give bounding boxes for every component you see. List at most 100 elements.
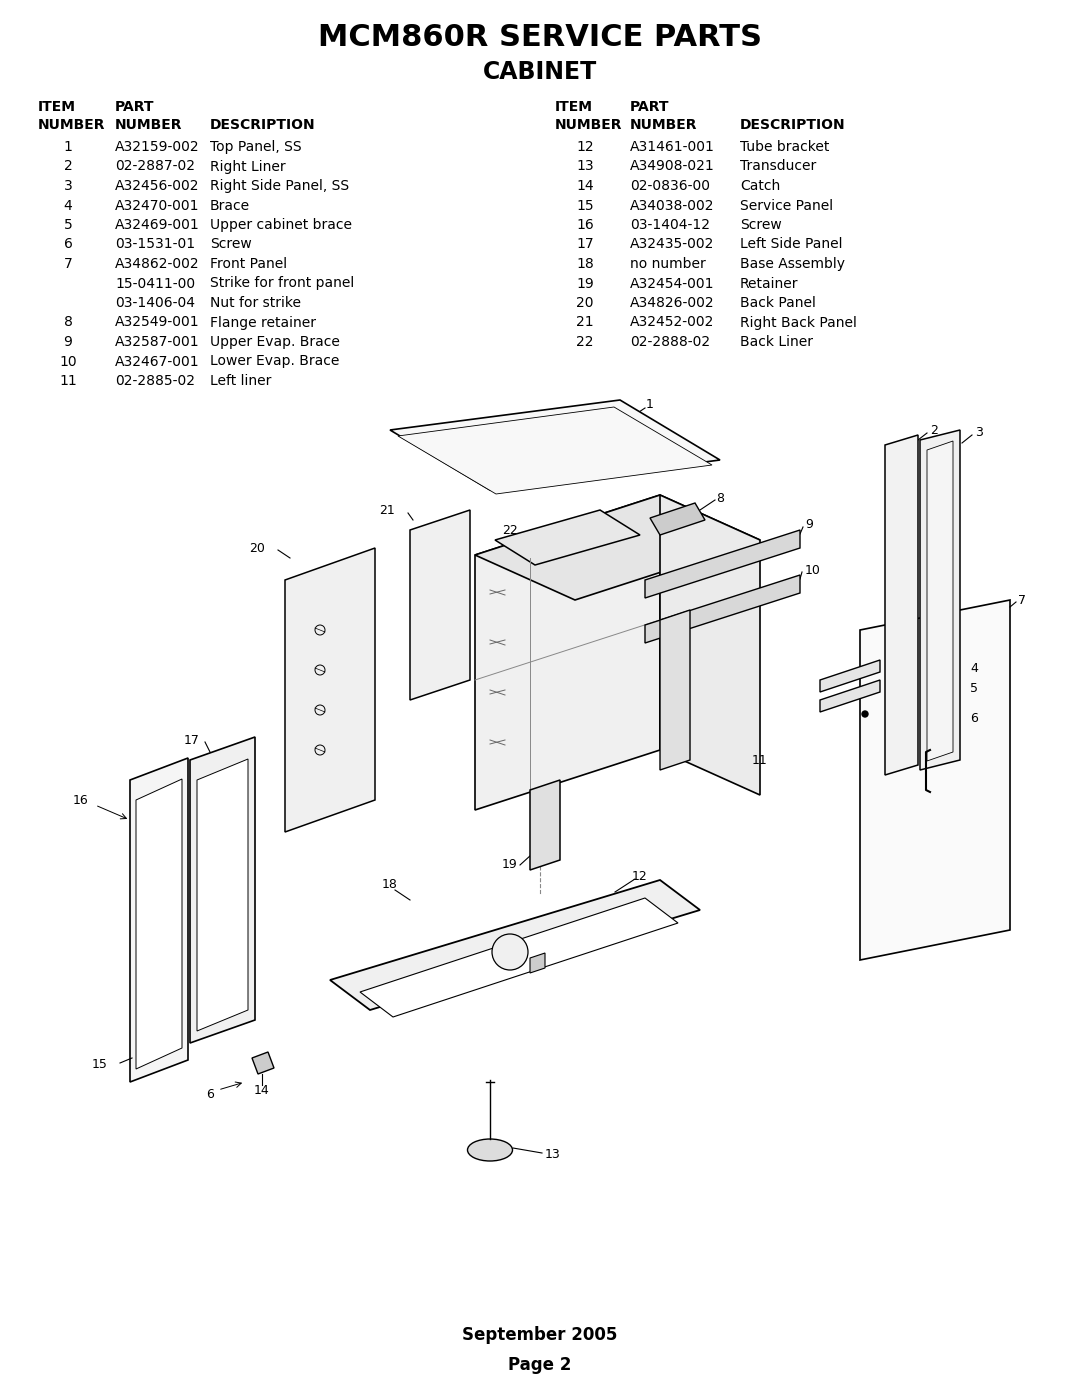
Text: Tube bracket: Tube bracket — [740, 140, 829, 154]
Text: 15: 15 — [92, 1059, 108, 1071]
Polygon shape — [920, 430, 960, 770]
Text: MCM860R SERVICE PARTS: MCM860R SERVICE PARTS — [318, 24, 762, 53]
Text: Left Side Panel: Left Side Panel — [740, 237, 842, 251]
Polygon shape — [927, 441, 953, 761]
Text: A32456-002: A32456-002 — [114, 179, 200, 193]
Text: A34908-021: A34908-021 — [630, 159, 715, 173]
Text: DESCRIPTION: DESCRIPTION — [740, 117, 846, 131]
Circle shape — [492, 935, 528, 970]
Text: 17: 17 — [184, 733, 200, 746]
Text: Front Panel: Front Panel — [210, 257, 287, 271]
Text: 16: 16 — [576, 218, 594, 232]
Text: 20: 20 — [249, 542, 265, 555]
Text: 12: 12 — [577, 140, 594, 154]
Text: 7: 7 — [64, 257, 72, 271]
Polygon shape — [860, 599, 1010, 960]
Text: 15-0411-00: 15-0411-00 — [114, 277, 195, 291]
Text: 6: 6 — [64, 237, 72, 251]
Text: Brace: Brace — [210, 198, 251, 212]
Polygon shape — [645, 529, 800, 598]
Text: Left liner: Left liner — [210, 374, 271, 388]
Text: Upper cabinet brace: Upper cabinet brace — [210, 218, 352, 232]
Text: PART: PART — [630, 101, 670, 115]
Text: A32159-002: A32159-002 — [114, 140, 200, 154]
Text: Base Assembly: Base Assembly — [740, 257, 845, 271]
Polygon shape — [530, 953, 545, 972]
Text: 3: 3 — [64, 179, 72, 193]
Polygon shape — [820, 659, 880, 692]
Text: Back Liner: Back Liner — [740, 335, 813, 349]
Polygon shape — [197, 759, 248, 1031]
Text: 1: 1 — [646, 398, 653, 412]
Text: DESCRIPTION: DESCRIPTION — [210, 117, 315, 131]
Polygon shape — [390, 400, 720, 490]
Text: 14: 14 — [254, 1084, 270, 1097]
Text: 10: 10 — [805, 563, 821, 577]
Text: Flange retainer: Flange retainer — [210, 316, 316, 330]
Polygon shape — [475, 495, 760, 599]
Polygon shape — [650, 503, 705, 535]
Text: 21: 21 — [379, 503, 395, 517]
Text: 6: 6 — [970, 711, 977, 725]
Text: Right Side Panel, SS: Right Side Panel, SS — [210, 179, 349, 193]
Text: 02-0836-00: 02-0836-00 — [630, 179, 710, 193]
Text: 22: 22 — [502, 524, 518, 536]
Text: PART: PART — [114, 101, 154, 115]
Text: 5: 5 — [970, 682, 978, 694]
Text: 13: 13 — [545, 1148, 561, 1161]
Text: Right Back Panel: Right Back Panel — [740, 316, 856, 330]
Polygon shape — [330, 880, 700, 1010]
Text: 21: 21 — [577, 316, 594, 330]
Text: A32587-001: A32587-001 — [114, 335, 200, 349]
Text: Screw: Screw — [740, 218, 782, 232]
Text: 18: 18 — [382, 879, 397, 891]
Text: 19: 19 — [576, 277, 594, 291]
Text: A34826-002: A34826-002 — [630, 296, 715, 310]
Text: 02-2887-02: 02-2887-02 — [114, 159, 195, 173]
Text: A32452-002: A32452-002 — [630, 316, 714, 330]
Text: 10: 10 — [59, 355, 77, 369]
Text: 7: 7 — [1018, 594, 1026, 606]
Text: 6: 6 — [206, 1088, 214, 1101]
Circle shape — [862, 711, 868, 717]
Polygon shape — [475, 495, 660, 810]
Polygon shape — [645, 576, 800, 643]
Text: 03-1404-12: 03-1404-12 — [630, 218, 710, 232]
Text: Catch: Catch — [740, 179, 780, 193]
Polygon shape — [820, 680, 880, 712]
Text: Nut for strike: Nut for strike — [210, 296, 301, 310]
Polygon shape — [252, 1052, 274, 1074]
Text: Right Liner: Right Liner — [210, 159, 285, 173]
Text: Lower Evap. Brace: Lower Evap. Brace — [210, 355, 339, 369]
Text: A32549-001: A32549-001 — [114, 316, 200, 330]
Text: Top Panel, SS: Top Panel, SS — [210, 140, 301, 154]
Text: 3: 3 — [975, 426, 983, 439]
Text: A34038-002: A34038-002 — [630, 198, 715, 212]
Text: 20: 20 — [577, 296, 594, 310]
Text: 5: 5 — [64, 218, 72, 232]
Polygon shape — [530, 780, 561, 870]
Text: Strike for front panel: Strike for front panel — [210, 277, 354, 291]
Text: Retainer: Retainer — [740, 277, 798, 291]
Text: 4: 4 — [64, 198, 72, 212]
Text: 14: 14 — [577, 179, 594, 193]
Polygon shape — [410, 510, 470, 700]
Text: September 2005
Page 2: September 2005 Page 2 — [462, 1326, 618, 1373]
Text: A32469-001: A32469-001 — [114, 218, 200, 232]
Text: 9: 9 — [64, 335, 72, 349]
Text: 02-2885-02: 02-2885-02 — [114, 374, 195, 388]
Polygon shape — [885, 434, 918, 775]
Text: 8: 8 — [64, 316, 72, 330]
Text: A32467-001: A32467-001 — [114, 355, 200, 369]
Text: A31461-001: A31461-001 — [630, 140, 715, 154]
Text: 11: 11 — [752, 753, 768, 767]
Text: 18: 18 — [576, 257, 594, 271]
Text: NUMBER: NUMBER — [114, 117, 183, 131]
Ellipse shape — [468, 1139, 513, 1161]
Polygon shape — [136, 780, 183, 1069]
Polygon shape — [495, 510, 640, 564]
Text: 9: 9 — [805, 518, 813, 531]
Text: CABINET: CABINET — [483, 60, 597, 84]
Polygon shape — [285, 548, 375, 833]
Text: A32435-002: A32435-002 — [630, 237, 714, 251]
